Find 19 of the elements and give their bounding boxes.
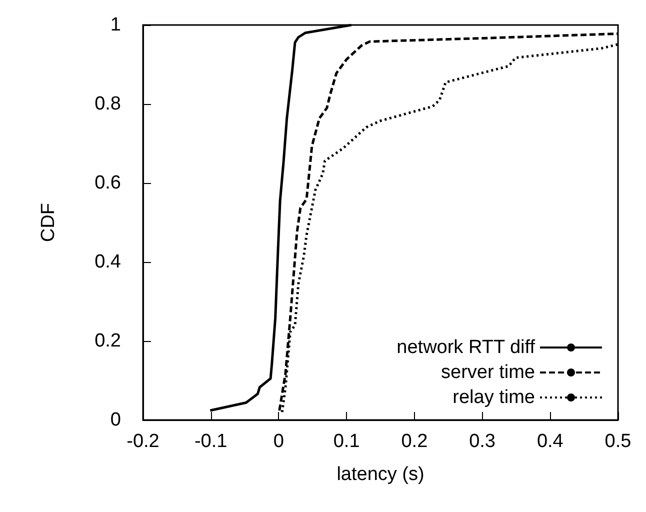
x-tick-label: 0.5 [604, 431, 632, 452]
x-tick-label: -0.2 [126, 431, 160, 452]
x-tick-label: 0.4 [536, 431, 564, 452]
y-tick-label: 0.8 [94, 94, 121, 114]
y-tick-label: 0.2 [94, 330, 121, 352]
x-tick-label: 0.1 [333, 431, 360, 452]
y-tick-label: 0.6 [94, 172, 121, 194]
x-axis-title: latency (s) [336, 464, 424, 485]
legend-label: relay time [452, 387, 535, 408]
y-tick-label: 0.4 [94, 252, 122, 272]
y-axis-title: CDF [38, 202, 59, 242]
legend-label: network RTT diff [396, 337, 536, 358]
x-tick-label: 0.3 [469, 431, 496, 452]
x-tick-label: 0.2 [401, 431, 428, 452]
x-tick-label: 0 [273, 431, 284, 452]
legend-label: server time [441, 362, 535, 383]
x-tick-label: -0.1 [194, 431, 228, 452]
y-tick-label: 0 [110, 410, 121, 430]
y-tick-label: 1 [110, 14, 121, 36]
